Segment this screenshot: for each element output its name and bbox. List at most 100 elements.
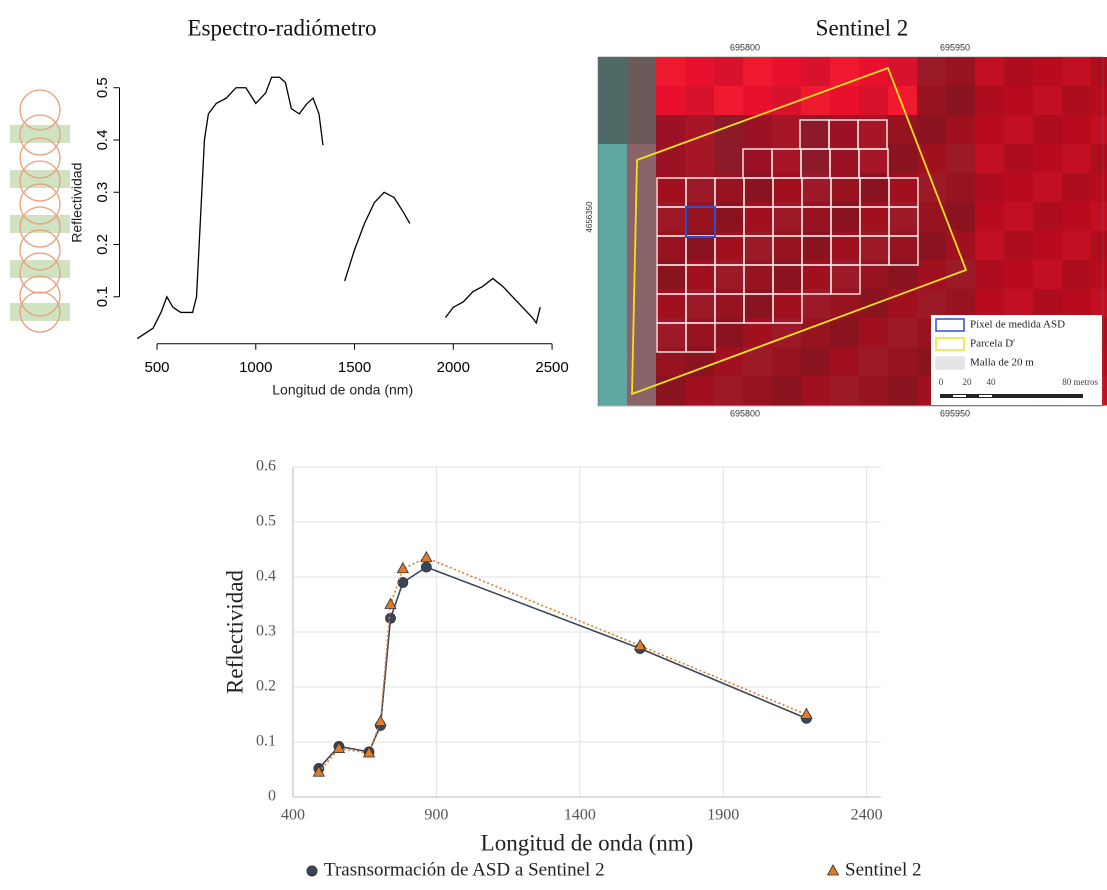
map-pixel — [975, 289, 1005, 319]
map-pixel — [1033, 202, 1063, 232]
map-pixel — [1062, 202, 1092, 232]
map-pixel — [1004, 231, 1034, 261]
x-tick-label: 900 — [424, 807, 448, 824]
asd-pixel — [685, 206, 716, 238]
grid-cell — [685, 322, 716, 353]
map-pixel — [946, 144, 976, 174]
map-pixel — [1062, 173, 1092, 203]
x-tick-label: 500 — [145, 359, 170, 376]
map-pixel — [830, 86, 860, 116]
map-pixel — [656, 115, 686, 145]
data-point — [633, 638, 647, 651]
data-point — [312, 765, 325, 777]
grid-cell — [830, 264, 861, 295]
map-pixel — [772, 376, 802, 406]
data-point — [800, 707, 813, 719]
map-pixel — [1004, 173, 1034, 203]
easting-label: 695950 — [940, 42, 970, 52]
map-pixel — [743, 376, 773, 406]
map-pixel — [859, 57, 889, 87]
x-tick-label: 1500 — [338, 359, 371, 376]
band — [10, 260, 70, 278]
map-pixel — [975, 231, 1005, 261]
map-pixel — [656, 376, 686, 406]
legend-label: Píxel de medida ASD — [970, 319, 1065, 331]
map-pixel — [685, 376, 715, 406]
band — [10, 170, 70, 188]
map-pixel — [1062, 57, 1092, 87]
circle — [19, 183, 61, 225]
map-pixel — [685, 86, 715, 116]
map-pixel — [627, 318, 657, 348]
map-pixel — [656, 86, 686, 116]
map-pixel — [1091, 260, 1107, 290]
map-pixel — [1033, 173, 1063, 203]
x-tick-label: 400 — [281, 807, 305, 824]
map-pixel — [598, 347, 628, 377]
map-pixel — [888, 86, 918, 116]
x-tick-label: 1000 — [239, 359, 272, 376]
map-pixel — [1062, 231, 1092, 261]
map-pixel — [830, 347, 860, 377]
legend-label: Malla de 20 m — [970, 357, 1034, 369]
map-pixel — [917, 173, 947, 203]
data-point — [420, 561, 432, 573]
map-pixel — [801, 376, 831, 406]
map-pixel — [975, 202, 1005, 232]
scale-label: 40 — [987, 377, 997, 387]
map-pixel — [888, 347, 918, 377]
map-pixel — [1091, 86, 1107, 116]
easting-label: 695800 — [730, 42, 760, 52]
x-tick-label: 2000 — [437, 359, 470, 376]
map-pixel — [801, 347, 831, 377]
legend-label: Sentinel 2 — [845, 859, 922, 880]
map-pixel — [888, 376, 918, 406]
map-pixel — [1091, 289, 1107, 319]
map-pixel — [685, 144, 715, 174]
circle — [19, 114, 61, 156]
map-pixel — [830, 318, 860, 348]
map-pixel — [598, 260, 628, 290]
map-pixel — [975, 144, 1005, 174]
y-tick-label: 0.3 — [94, 182, 111, 203]
northing-label: 4656350 — [585, 201, 594, 233]
map-pixel — [1033, 86, 1063, 116]
series-line — [318, 566, 807, 769]
scale-bar-segment — [953, 395, 966, 397]
y-tick-label: 0.1 — [256, 733, 276, 750]
map-pixel — [975, 86, 1005, 116]
grid-cell — [772, 293, 803, 324]
map-pixel — [975, 173, 1005, 203]
map-pixel — [1091, 173, 1107, 203]
parcel-outline — [631, 66, 968, 396]
map-pixel — [1062, 115, 1092, 145]
map-pixel — [1004, 57, 1034, 87]
map-pixel — [714, 376, 744, 406]
map-pixel — [598, 289, 628, 319]
map-pixel — [888, 115, 918, 145]
map-pixel — [917, 86, 947, 116]
map-pixel — [1091, 202, 1107, 232]
map-pixel — [888, 144, 918, 174]
x-tick-label: 2400 — [851, 807, 883, 824]
map-title: Sentinel 2 — [816, 15, 909, 40]
y-tick-label: 0.1 — [94, 286, 111, 307]
map-pixel — [946, 260, 976, 290]
map-pixel — [1062, 260, 1092, 290]
legend-swatch — [935, 318, 965, 332]
map-pixel — [1033, 144, 1063, 174]
circle — [19, 89, 61, 131]
map-pixel — [917, 115, 947, 145]
data-point — [396, 561, 410, 574]
scale-bar-segment — [979, 395, 992, 397]
map-pixel — [627, 260, 657, 290]
map-pixel — [1004, 202, 1034, 232]
data-point — [332, 741, 346, 753]
legend-swatch — [935, 356, 965, 370]
map-pixel — [1033, 289, 1063, 319]
map-pixel — [772, 115, 802, 145]
legend-marker — [826, 864, 840, 876]
y-tick-label: 0.5 — [256, 513, 276, 530]
map-pixel — [946, 202, 976, 232]
